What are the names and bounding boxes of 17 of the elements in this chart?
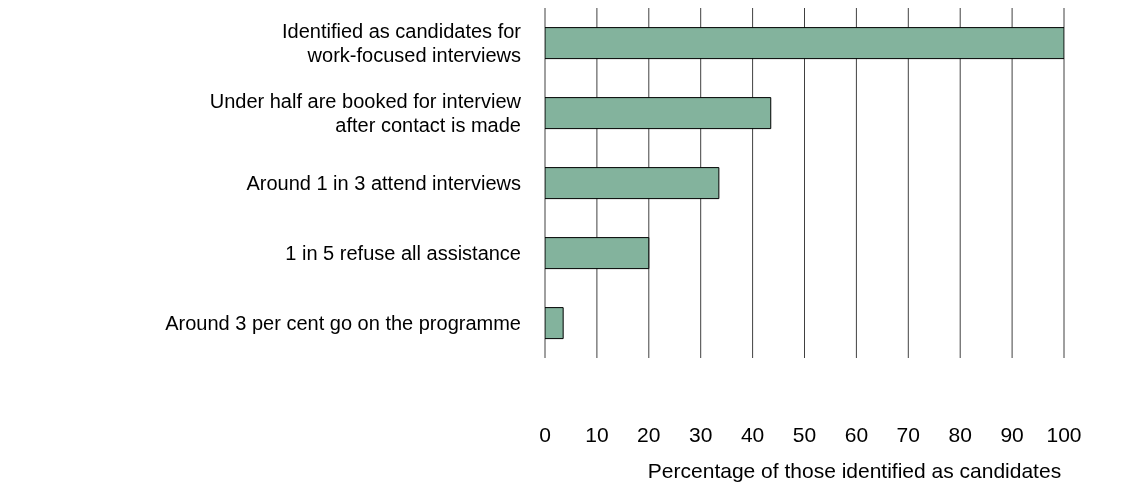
x-tick-label: 40 [740,423,765,446]
x-tick-label: 30 [689,423,713,446]
x-tick-label: 100 [1046,423,1082,446]
x-tick-label: 90 [1000,423,1024,446]
y-tick-label: Around 3 per cent go on the programme [165,312,521,334]
y-tick-label: Identified as candidates for work-focused interviews [281,20,522,66]
x-axis-title: Percentage of those identified as candidates [647,459,1062,482]
y-tick-label: Under half are booked for interview after contact is made [209,90,522,136]
x-tick-label: 80 [948,423,972,446]
y-tick-label: 1 in 5 refuse all assistance [285,242,521,264]
x-tick-label: 60 [844,423,869,446]
x-tick-label: 10 [585,423,609,446]
x-tick-label: 20 [637,423,661,446]
x-tick-label: 70 [896,423,920,446]
x-tick-label: 0 [539,423,551,446]
x-tick-label: 50 [792,423,817,446]
y-tick-label: Around 1 in 3 attend interviews [246,172,521,194]
